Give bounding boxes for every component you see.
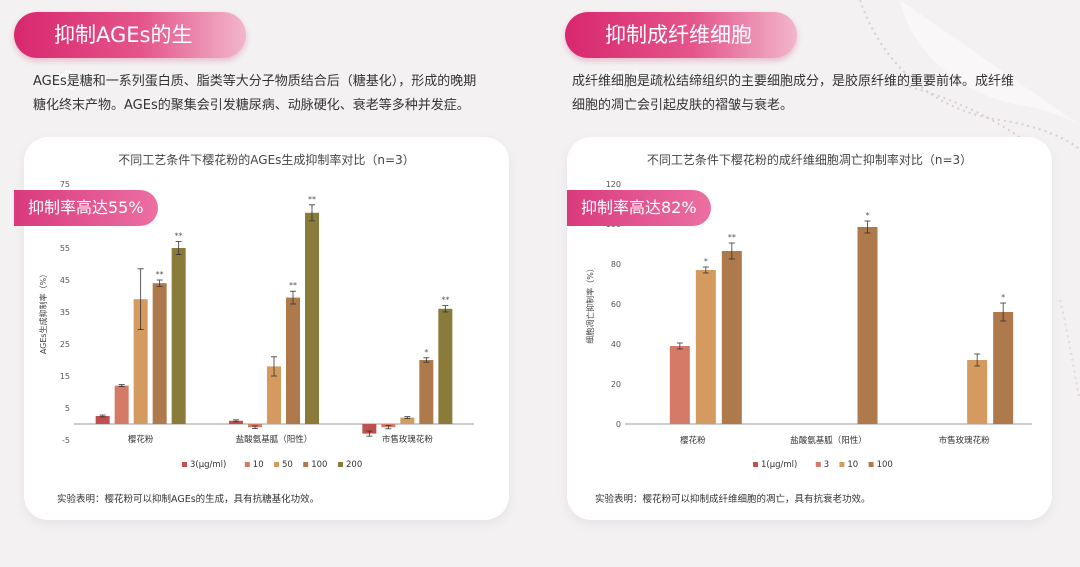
y-tick-label: 40 — [611, 340, 621, 349]
left-chart-title: 不同工艺条件下樱花粉的AGEs生成抑制率对比（n=3） — [118, 153, 415, 167]
left-desc-line2: 糖化终末产物。AGEs的聚集会引发糖尿病、动脉硬化、衰老等多种并发症。 — [33, 98, 470, 113]
y-tick-label: 5 — [65, 404, 70, 413]
significance-label: ** — [156, 270, 164, 279]
y-tick-label: 45 — [60, 276, 70, 285]
legend-label: 3 — [824, 460, 829, 470]
right-description: 成纤维细胞是疏松结缔组织的主要细胞成分，是胶原纤维的重要前体。成纤维 细胞的凋亡… — [572, 70, 1042, 118]
significance-label: ** — [289, 281, 297, 290]
right-desc-line2: 细胞的凋亡会引起皮肤的褶皱与衰老。 — [572, 98, 794, 113]
significance-label: ** — [441, 296, 449, 305]
bar — [133, 299, 148, 424]
y-axis-label: AGEs生成抑制率（%） — [38, 270, 48, 354]
bar — [695, 270, 716, 424]
left-chart-card: 不同工艺条件下樱花粉的AGEs生成抑制率对比（n=3） -5 5 15 25 35 45 5… — [24, 137, 509, 520]
bar — [967, 360, 988, 424]
legend-swatch — [274, 462, 279, 467]
significance-label: ** — [175, 232, 183, 241]
right-chart-title: 不同工艺条件下樱花粉的成纤维细胞凋亡抑制率对比（n=3） — [646, 153, 973, 167]
category-label: 樱花粉 — [128, 434, 154, 445]
legend-swatch — [303, 462, 309, 467]
left-heading-text: 抑制AGEs的生成 — [54, 23, 193, 93]
left-chart-note: 实验表明：樱花粉可以抑制AGEs的生成，具有抗糖基化功效。 — [57, 494, 320, 505]
category-label: 盐酸氨基胍（阳性） — [236, 434, 313, 445]
y-tick-label: 60 — [611, 300, 621, 309]
significance-label: ** — [728, 233, 736, 242]
bar — [669, 346, 690, 424]
right-desc-line1: 成纤维细胞是疏松结缔组织的主要细胞成分，是胶原纤维的重要前体。成纤维 — [572, 74, 1015, 89]
y-tick-label: 35 — [60, 308, 70, 317]
significance-label: ** — [308, 195, 316, 204]
right-chart-badge: 抑制率高达82% — [567, 190, 711, 226]
legend-label: 1(μg/ml) — [761, 460, 797, 470]
right-heading-text: 抑制成纤维细胞凋亡 — [605, 23, 752, 93]
legend-label: 10 — [253, 460, 264, 470]
right-section-heading: 抑制成纤维细胞凋亡 — [565, 12, 797, 93]
significance-label: * — [1001, 293, 1005, 302]
bar — [305, 212, 319, 424]
significance-label: * — [866, 211, 870, 220]
legend-swatch — [753, 462, 758, 467]
bar — [857, 227, 878, 424]
legend-label: 10 — [847, 460, 858, 470]
y-tick-label: -5 — [62, 436, 70, 445]
bar — [286, 297, 300, 424]
bar — [362, 424, 377, 434]
y-axis-label: 细胞凋亡抑制率（%） — [585, 264, 595, 344]
bar — [438, 308, 453, 424]
bar — [721, 251, 742, 424]
y-tick-label: 25 — [60, 340, 70, 349]
left-description: AGEs是糖和一系列蛋白质、脂类等大分子物质结合后（糖基化），形成的晚期 糖化终… — [33, 70, 513, 118]
left-desc-line1: AGEs是糖和一系列蛋白质、脂类等大分子物质结合后（糖基化），形成的晚期 — [33, 74, 477, 89]
legend-swatch — [244, 462, 250, 467]
bar — [229, 420, 243, 424]
category-label: 市售玫瑰花粉 — [382, 434, 434, 445]
bar — [114, 385, 129, 424]
significance-label: * — [424, 348, 428, 357]
left-badge-text: 抑制率高达55% — [28, 198, 144, 217]
y-tick-label: 20 — [611, 380, 621, 389]
legend-swatch — [868, 462, 874, 467]
bar — [152, 283, 167, 424]
legend-swatch — [839, 462, 845, 467]
y-tick-label: 120 — [606, 180, 621, 189]
bar — [400, 417, 415, 424]
legend-label: 3(μg/ml) — [190, 460, 226, 470]
right-chart: 020406080100120细胞凋亡抑制率（%）樱花粉***盐酸氨基胍（阳性）… — [585, 180, 1032, 470]
legend-label: 100 — [877, 460, 893, 470]
right-chart-note: 实验表明：樱花粉可以抑制成纤维细胞的凋亡，具有抗衰老功效。 — [595, 494, 871, 505]
left-section-heading: 抑制AGEs的生成 — [14, 12, 246, 93]
bar — [419, 360, 434, 424]
left-chart: -5515253545556575AGEs生成抑制率（%）樱花粉****盐酸氨基… — [38, 180, 474, 470]
left-chart-badge: 抑制率高达55% — [14, 190, 158, 226]
significance-label: * — [704, 257, 708, 266]
right-badge-text: 抑制率高达82% — [581, 198, 697, 217]
category-label: 樱花粉 — [680, 435, 706, 446]
legend-swatch — [182, 462, 187, 467]
legend-label: 200 — [346, 460, 362, 470]
y-tick-label: 75 — [60, 180, 70, 189]
bar — [267, 366, 281, 424]
y-tick-label: 15 — [60, 372, 70, 381]
legend-label: 50 — [282, 460, 293, 470]
y-tick-label: 55 — [60, 244, 70, 253]
legend-swatch — [338, 462, 343, 467]
bar — [95, 416, 110, 424]
category-label: 市售玫瑰花粉 — [939, 435, 991, 446]
bar — [171, 248, 186, 424]
category-label: 盐酸氨基胍（阳性） — [790, 435, 867, 446]
y-tick-label: 0 — [616, 420, 621, 429]
legend-label: 100 — [311, 460, 327, 470]
y-tick-label: 80 — [611, 260, 621, 269]
bar — [993, 312, 1014, 424]
legend-swatch — [815, 462, 821, 467]
